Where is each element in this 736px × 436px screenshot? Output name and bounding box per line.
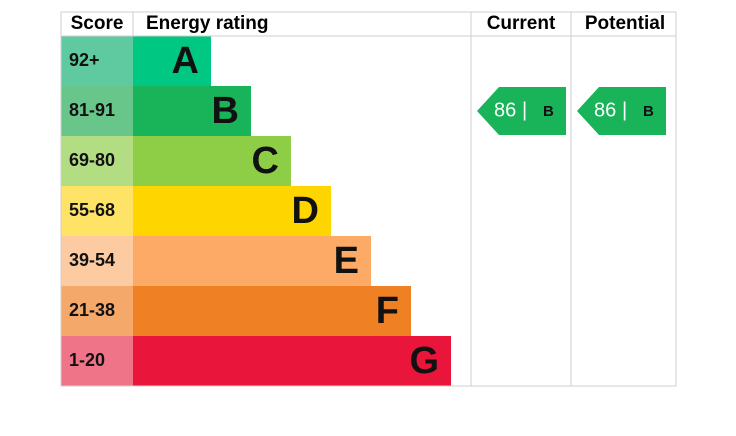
header-potential: Potential: [585, 13, 665, 34]
rating-letter: F: [376, 290, 399, 332]
rating-letter: D: [292, 190, 319, 232]
current-arrow: [477, 87, 566, 135]
score-label: 21-38: [69, 300, 115, 320]
potential-arrow: [577, 87, 666, 135]
potential-separator: |: [622, 99, 627, 121]
current-score: 86: [494, 99, 516, 121]
rating-letter: G: [409, 340, 439, 382]
current-separator: |: [522, 99, 527, 121]
rating-bar: [133, 136, 291, 186]
score-cell: [61, 136, 133, 186]
score-cell: [61, 236, 133, 286]
current-letter: B: [543, 103, 554, 120]
header-rating: Energy rating: [146, 13, 268, 34]
score-label: 69-80: [69, 150, 115, 170]
header-score: Score: [71, 13, 124, 34]
score-cell: [61, 36, 133, 86]
score-cell: [61, 86, 133, 136]
rating-letter: C: [252, 140, 279, 182]
rating-bar: [133, 36, 211, 86]
score-label: 55-68: [69, 200, 115, 220]
score-cell: [61, 286, 133, 336]
rating-bar: [133, 336, 451, 386]
table-frame: [60, 11, 677, 387]
rating-bar: [133, 236, 371, 286]
score-label: 81-91: [69, 100, 115, 120]
score-cell: [61, 336, 133, 386]
potential-letter: B: [643, 103, 654, 120]
score-label: 1-20: [69, 350, 105, 370]
rating-bar: [133, 286, 411, 336]
rating-letter: E: [334, 240, 359, 282]
header-current: Current: [487, 13, 556, 34]
score-label: 39-54: [69, 250, 115, 270]
score-label: 92+: [69, 50, 100, 70]
rating-letter: B: [212, 90, 239, 132]
score-cell: [61, 186, 133, 236]
rating-bar: [133, 86, 251, 136]
rating-letter: A: [172, 40, 199, 82]
rating-bar: [133, 186, 331, 236]
potential-score: 86: [594, 99, 616, 121]
